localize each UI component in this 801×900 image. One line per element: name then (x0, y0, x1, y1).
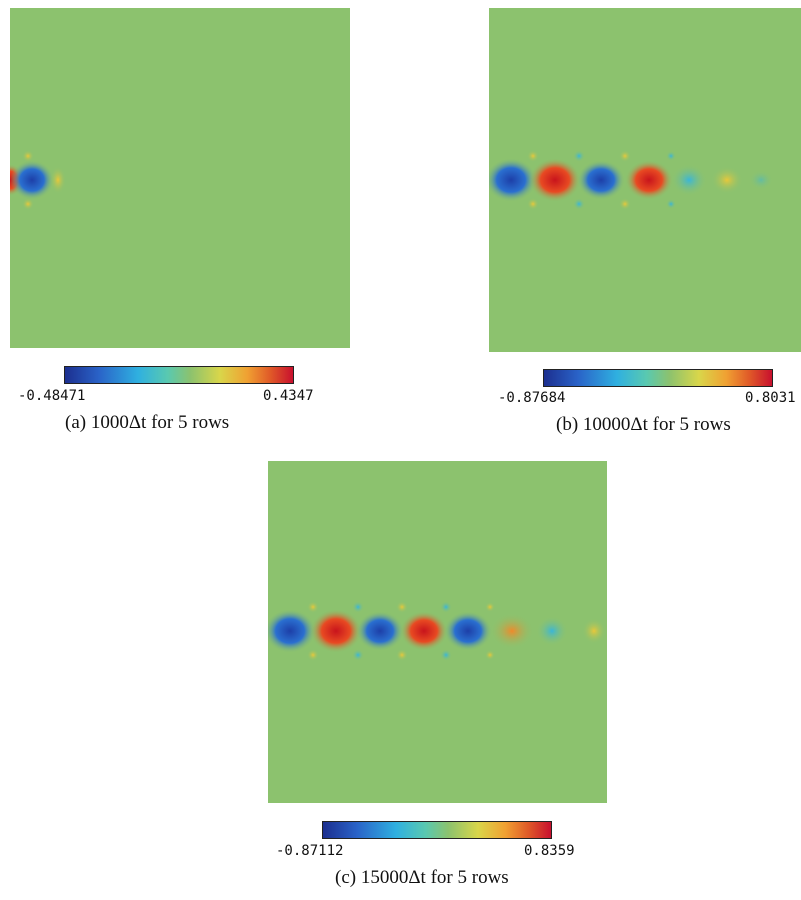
colorbar-max-label-a: 0.4347 (263, 388, 314, 404)
colorbar-a (64, 366, 294, 384)
wave-fringe (485, 650, 495, 660)
colorbar-c (322, 821, 552, 839)
wave-fringe (527, 150, 539, 162)
wave-pattern-c (268, 601, 606, 661)
wave-trough (444, 611, 492, 651)
colorbar-min-label-a: -0.48471 (18, 388, 86, 404)
colorbar-min-label-b: -0.87684 (498, 390, 566, 406)
wave-trough (577, 160, 625, 200)
wave-crest (529, 158, 581, 202)
field-plot-c (268, 461, 607, 803)
caption-c: (c) 15000Δt for 5 rows (335, 867, 509, 888)
wave-crest (400, 611, 448, 651)
colorbar-max-label-c: 0.8359 (524, 843, 575, 859)
wave-crest (582, 618, 606, 644)
wave-fringe (50, 166, 66, 194)
wave-trough (536, 616, 568, 646)
wave-trough (749, 170, 773, 190)
wave-pattern-b (489, 150, 773, 210)
wave-fringe (307, 601, 319, 613)
wave-fringe (396, 649, 408, 661)
wave-fringe (573, 198, 585, 210)
wave-fringe (666, 199, 676, 209)
wave-fringe (666, 151, 676, 161)
field-plot-a (10, 8, 350, 348)
wave-fringe (307, 649, 319, 661)
wave-trough (268, 609, 316, 653)
wave-crest (310, 609, 362, 653)
wave-trough (356, 611, 404, 651)
wave-crest (625, 160, 673, 200)
wave-fringe (527, 198, 539, 210)
wave-fringe (619, 198, 631, 210)
wave-trough (671, 164, 707, 196)
wave-pattern-a (10, 150, 66, 210)
colorbar-b (543, 369, 773, 387)
wave-fringe (485, 602, 495, 612)
wave-fringe (440, 601, 452, 613)
wave-fringe (573, 150, 585, 162)
wave-fringe (352, 649, 364, 661)
wave-crest (490, 613, 534, 649)
wave-fringe (619, 150, 631, 162)
caption-b: (b) 10000Δt for 5 rows (556, 414, 731, 435)
field-plot-b (489, 8, 801, 352)
colorbar-min-label-c: -0.87112 (276, 843, 344, 859)
wave-trough (489, 158, 537, 202)
wave-crest (711, 166, 743, 194)
wave-fringe (352, 601, 364, 613)
wave-fringe (440, 649, 452, 661)
wave-fringe (396, 601, 408, 613)
wave-fringe (22, 198, 34, 210)
wave-fringe (22, 150, 34, 162)
caption-a: (a) 1000Δt for 5 rows (65, 412, 230, 433)
wave-trough (10, 160, 54, 200)
colorbar-max-label-b: 0.8031 (745, 390, 796, 406)
